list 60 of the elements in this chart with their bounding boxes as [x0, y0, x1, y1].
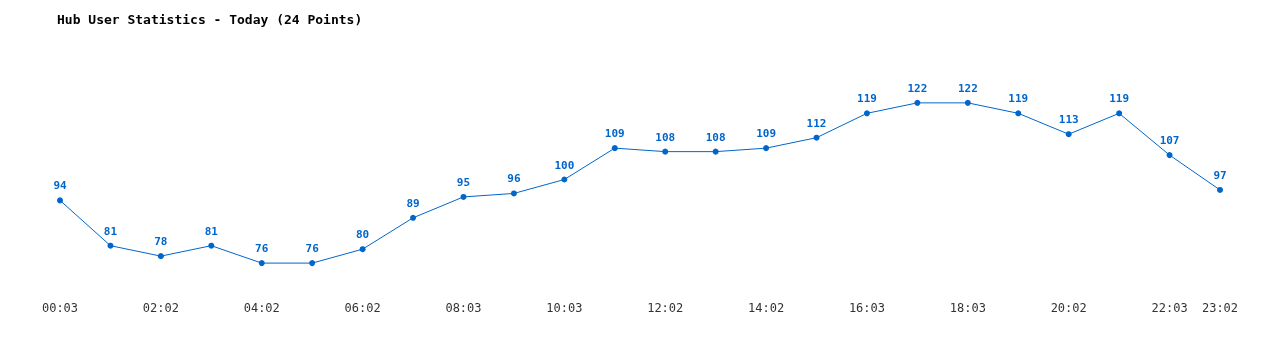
point: [662, 148, 669, 155]
data-label: 89: [406, 196, 420, 210]
point: [460, 193, 467, 200]
point: [964, 99, 971, 106]
point: [712, 148, 719, 155]
data-label: 81: [103, 224, 118, 238]
data-label: 80: [355, 228, 370, 242]
point: [359, 246, 366, 253]
data-label: 109: [604, 127, 625, 141]
point: [1217, 186, 1223, 193]
x-tick-label: 20:02: [1050, 301, 1087, 315]
x-tick-label: 12:02: [647, 301, 684, 315]
point: [208, 242, 215, 249]
point: [309, 260, 316, 267]
point: [258, 260, 265, 267]
data-label: 96: [507, 172, 521, 186]
data-label: 112: [806, 116, 827, 130]
data-label: 109: [756, 127, 777, 141]
data-label: 119: [1109, 92, 1130, 106]
point: [410, 214, 417, 221]
x-tick-label: 18:03: [949, 301, 986, 315]
data-label: 122: [957, 81, 978, 95]
data-label: 108: [655, 130, 676, 144]
data-label: 94: [53, 179, 67, 193]
x-tick-label: 04:02: [243, 301, 280, 315]
point: [57, 197, 63, 204]
chart-title: Hub User Statistics - Today (24 Points): [57, 12, 363, 27]
data-label: 76: [305, 242, 320, 256]
point: [1015, 110, 1022, 117]
x-tick-label: 16:03: [848, 301, 886, 315]
point: [157, 253, 164, 260]
data-label: 122: [907, 81, 928, 95]
x-tick-label: 08:03: [445, 301, 482, 315]
data-label: 108: [705, 130, 726, 144]
data-label: 119: [857, 92, 877, 106]
point: [510, 190, 517, 197]
x-tick-label: 06:02: [344, 301, 381, 315]
point: [763, 145, 770, 152]
x-tick-label: 22:03: [1151, 301, 1188, 315]
x-tick-label: 10:03: [546, 301, 583, 315]
data-label: 95: [456, 175, 471, 189]
data-label: 78: [154, 235, 168, 249]
data-label: 76: [255, 242, 269, 256]
point: [107, 242, 114, 249]
point: [1166, 152, 1173, 159]
data-label: 113: [1058, 113, 1079, 127]
data-label: 119: [1008, 92, 1029, 106]
data-label: 107: [1159, 134, 1180, 148]
x-tick-label: 00:03: [41, 301, 79, 315]
point: [1116, 110, 1123, 117]
data-label: 81: [204, 224, 219, 238]
point: [611, 145, 618, 152]
point: [1065, 131, 1072, 138]
data-label: 97: [1213, 168, 1227, 182]
x-tick-label: 14:02: [748, 301, 785, 315]
point: [914, 99, 921, 106]
x-tick-label: 02:02: [142, 301, 179, 315]
x-tick-label: 23:02: [1201, 301, 1239, 315]
data-label: 100: [554, 158, 575, 172]
point: [863, 110, 870, 117]
